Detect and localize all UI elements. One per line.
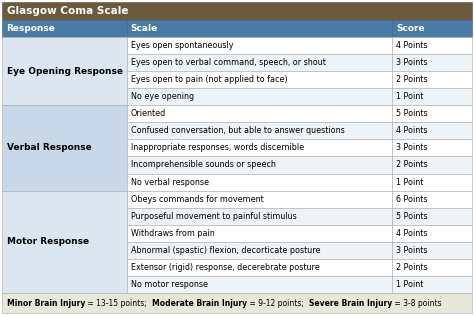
Bar — [127, 54, 392, 71]
Bar — [127, 157, 392, 174]
Bar — [127, 37, 392, 54]
Text: = 13-15 points;: = 13-15 points; — [85, 299, 152, 307]
Bar — [127, 191, 392, 208]
Text: Incomprehensible sounds or speech: Incomprehensible sounds or speech — [130, 161, 275, 169]
Text: 3 Points: 3 Points — [396, 143, 428, 152]
Text: No motor response: No motor response — [130, 280, 208, 289]
Text: Oriented: Oriented — [130, 109, 166, 118]
Text: 5 Points: 5 Points — [396, 109, 428, 118]
Bar — [392, 54, 472, 71]
Bar — [2, 2, 472, 20]
Text: Severe Brain Injury: Severe Brain Injury — [309, 299, 392, 307]
Bar — [127, 259, 392, 276]
Bar — [127, 225, 392, 242]
Text: No verbal response: No verbal response — [130, 178, 209, 186]
Text: Abnormal (spastic) flexion, decorticate posture: Abnormal (spastic) flexion, decorticate … — [130, 246, 320, 255]
Bar — [127, 105, 392, 122]
Bar — [127, 242, 392, 259]
Bar — [2, 37, 127, 105]
Bar — [127, 174, 392, 191]
Bar — [392, 157, 472, 174]
Bar — [392, 37, 472, 54]
Bar — [127, 208, 392, 225]
Text: Eye Opening Response: Eye Opening Response — [7, 67, 123, 76]
Text: Glasgow Coma Scale: Glasgow Coma Scale — [7, 6, 128, 16]
Bar — [127, 71, 392, 88]
Bar — [392, 225, 472, 242]
Text: Motor Response: Motor Response — [7, 237, 89, 246]
Text: = 9-12 points;: = 9-12 points; — [247, 299, 309, 307]
Bar — [2, 293, 472, 313]
Bar — [392, 191, 472, 208]
Text: Response: Response — [6, 24, 55, 33]
Text: Extensor (rigid) response, decerebrate posture: Extensor (rigid) response, decerebrate p… — [130, 263, 319, 272]
Text: 2 Points: 2 Points — [396, 161, 428, 169]
Text: Withdraws from pain: Withdraws from pain — [130, 229, 214, 238]
Bar — [2, 105, 127, 191]
Text: 3 Points: 3 Points — [396, 58, 428, 67]
Bar — [127, 122, 392, 140]
Text: 1 Point: 1 Point — [396, 178, 423, 186]
Text: Confused conversation, but able to answer questions: Confused conversation, but able to answe… — [130, 126, 344, 135]
Bar — [127, 20, 392, 37]
Bar — [392, 174, 472, 191]
Text: 5 Points: 5 Points — [396, 212, 428, 221]
Bar — [392, 88, 472, 105]
Text: Minor Brain Injury: Minor Brain Injury — [7, 299, 85, 307]
Text: No eye opening: No eye opening — [130, 92, 194, 101]
Text: 2 Points: 2 Points — [396, 263, 428, 272]
Text: Verbal Response: Verbal Response — [7, 143, 92, 152]
Bar — [2, 191, 127, 293]
Text: 4 Points: 4 Points — [396, 41, 428, 50]
Text: 1 Point: 1 Point — [396, 280, 423, 289]
Text: 1 Point: 1 Point — [396, 92, 423, 101]
Text: Obeys commands for movement: Obeys commands for movement — [130, 195, 263, 203]
Bar — [127, 140, 392, 157]
Bar — [127, 276, 392, 293]
Bar — [392, 208, 472, 225]
Bar — [392, 276, 472, 293]
Bar — [2, 20, 127, 37]
Bar — [392, 71, 472, 88]
Bar — [392, 242, 472, 259]
Text: Inappropriate responses, words discernible: Inappropriate responses, words discernib… — [130, 143, 304, 152]
Bar — [392, 20, 472, 37]
Text: Eyes open to verbal command, speech, or shout: Eyes open to verbal command, speech, or … — [130, 58, 326, 67]
Bar — [392, 140, 472, 157]
Text: Score: Score — [396, 24, 425, 33]
Text: Eyes open spontaneously: Eyes open spontaneously — [130, 41, 233, 50]
Text: 6 Points: 6 Points — [396, 195, 428, 203]
Bar — [392, 122, 472, 140]
Text: 3 Points: 3 Points — [396, 246, 428, 255]
Text: Purposeful movement to painful stimulus: Purposeful movement to painful stimulus — [130, 212, 296, 221]
Text: Eyes open to pain (not applied to face): Eyes open to pain (not applied to face) — [130, 75, 287, 84]
Bar — [127, 88, 392, 105]
Text: 4 Points: 4 Points — [396, 229, 428, 238]
Bar — [392, 105, 472, 122]
Text: 4 Points: 4 Points — [396, 126, 428, 135]
Text: = 3-8 points: = 3-8 points — [392, 299, 441, 307]
Text: 2 Points: 2 Points — [396, 75, 428, 84]
Bar — [392, 259, 472, 276]
Text: Scale: Scale — [130, 24, 158, 33]
Text: Moderate Brain Injury: Moderate Brain Injury — [152, 299, 247, 307]
